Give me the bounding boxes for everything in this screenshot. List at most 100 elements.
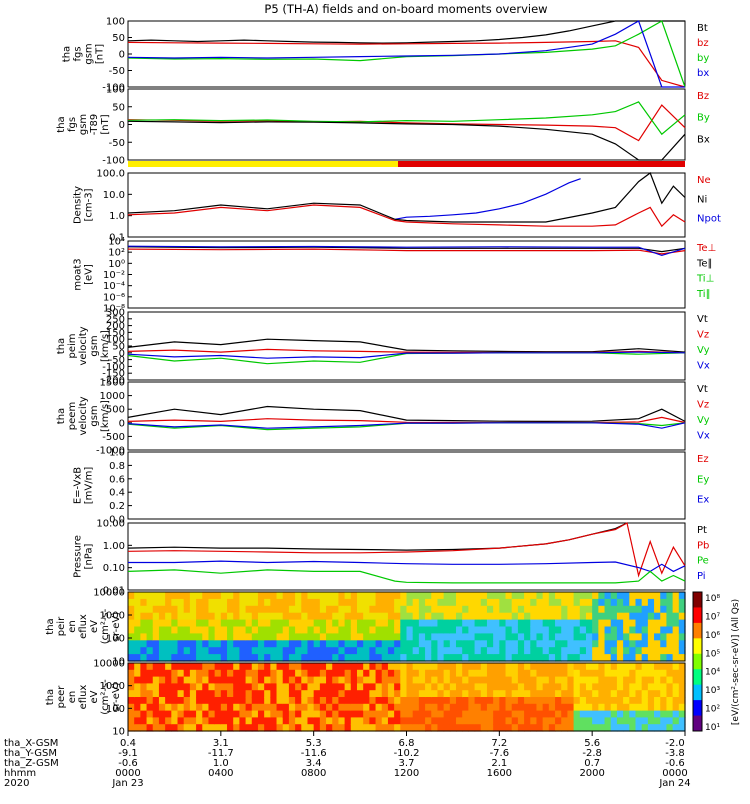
spectrogram-cell <box>406 640 414 648</box>
spectrogram-cell <box>189 626 197 634</box>
colorbar-segment <box>693 592 702 608</box>
spectrogram-cell <box>146 690 154 698</box>
spectrogram-cell <box>177 663 185 671</box>
spectrogram-cell <box>400 703 408 712</box>
spectrogram-cell <box>418 703 426 712</box>
spectrogram-cell <box>214 669 222 678</box>
spectrogram-cell <box>542 676 550 684</box>
spectrogram-cell <box>301 633 309 641</box>
spectrogram-cell <box>171 612 179 621</box>
spectrogram-cell <box>660 654 668 662</box>
spectrogram-cell <box>344 669 352 678</box>
spectrogram-cell <box>499 598 507 607</box>
spectrogram-cell <box>208 598 216 607</box>
spectrogram-cell <box>462 717 469 725</box>
spectrogram-cell <box>387 612 395 621</box>
spectrogram-cell <box>456 717 463 725</box>
spectrogram-cell <box>474 663 482 671</box>
spectrogram-cell <box>672 605 680 614</box>
spectrogram-cell <box>493 724 500 732</box>
y-tick-label: 1000 <box>100 681 125 692</box>
x-tick-label: 5.6 <box>584 738 600 749</box>
spectrogram-cell <box>486 605 494 614</box>
spectrogram-cell <box>431 663 439 671</box>
spectrogram-cell <box>443 592 451 600</box>
spectrogram-cell <box>678 690 686 698</box>
spectrogram-cell <box>486 598 494 607</box>
spectrogram-cell <box>623 619 630 628</box>
spectrogram-cell <box>332 717 340 725</box>
y-tick-label: -100 <box>102 83 125 94</box>
spectrogram-cell <box>579 710 587 718</box>
spectrogram-cell <box>369 626 377 634</box>
spectrogram-cell <box>530 626 538 634</box>
spectrogram-cell <box>319 626 327 634</box>
spectrogram-cell <box>313 703 321 712</box>
spectrogram-cell <box>196 683 203 691</box>
spectrogram-cell <box>474 619 482 628</box>
spectrogram-cell <box>524 690 531 698</box>
spectrogram-cell <box>511 626 519 634</box>
spectrogram-cell <box>431 654 439 662</box>
series-line-Pi <box>128 560 686 573</box>
spectrogram-cell <box>146 612 154 621</box>
spectrogram-cell <box>245 626 253 634</box>
x-row-label: tha_X-GSM <box>4 738 58 749</box>
spectrogram-cell <box>202 697 210 705</box>
spectrogram-cell <box>598 654 606 662</box>
spectrogram-cell <box>177 654 185 662</box>
spectrogram-cell <box>480 724 488 732</box>
spectrogram-cell <box>332 598 340 607</box>
spectrogram-cell <box>369 717 377 725</box>
spectrogram-cell <box>270 654 278 662</box>
spectrogram-cell <box>678 619 686 628</box>
spectrogram-cell <box>555 690 562 698</box>
legend-entry: Bz <box>697 91 709 102</box>
spectrogram-cell <box>548 612 556 621</box>
spectrogram-cell <box>635 654 643 662</box>
spectrogram-cell <box>276 605 284 614</box>
spectrogram-cell <box>654 640 661 648</box>
spectrogram-cell <box>257 703 265 712</box>
spectrogram-cell <box>177 669 185 678</box>
spectrogram-cell <box>128 703 135 712</box>
spectrogram-cell <box>443 605 451 614</box>
spectrogram-cell <box>604 626 612 634</box>
colorbar-tick-label: 10⁴ <box>705 668 720 678</box>
spectrogram-cell <box>245 710 253 718</box>
spectrogram-cell <box>214 663 222 671</box>
spectrogram-cell <box>610 633 618 641</box>
spectrogram-cell <box>288 647 296 655</box>
spectrogram-cell <box>456 703 463 712</box>
spectrogram-cell <box>604 683 612 691</box>
spectrogram-cell <box>128 663 135 671</box>
spectrogram-cell <box>140 676 148 684</box>
spectrogram-cell <box>301 612 309 621</box>
colorbar-segment <box>693 669 702 686</box>
y-axis-label: [nPa] <box>84 543 95 569</box>
spectrogram-cell <box>511 710 519 718</box>
spectrogram-cell <box>220 647 228 655</box>
spectrogram-cell <box>326 724 333 732</box>
spectrogram-cell <box>530 640 538 648</box>
spectrogram-cell <box>239 717 247 725</box>
spectrogram-cell <box>561 619 569 628</box>
spectrogram-cell <box>517 640 525 648</box>
spectrogram-cell <box>647 697 655 705</box>
series-line-Vx <box>127 351 686 359</box>
spectrogram-cell <box>146 683 154 691</box>
spectrogram-cell <box>338 710 346 718</box>
spectrogram-cell <box>394 697 401 705</box>
spectrogram-cell <box>468 669 476 678</box>
spectrogram-cell <box>387 598 395 607</box>
spectrogram-cell <box>363 717 370 725</box>
spectrogram-cell <box>406 683 414 691</box>
spectrogram-cell <box>251 697 259 705</box>
spectrogram-cell <box>196 690 203 698</box>
spectrogram-cell <box>412 676 420 684</box>
spectrogram-cell <box>202 640 210 648</box>
spectrogram-cell <box>313 605 321 614</box>
spectrogram-cell <box>338 697 346 705</box>
spectrogram-cell <box>288 717 296 725</box>
spectrogram-cell <box>257 669 265 678</box>
